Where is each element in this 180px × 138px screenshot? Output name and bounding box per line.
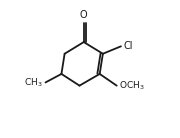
Text: O: O [80,10,87,20]
Text: OCH$_3$: OCH$_3$ [119,80,145,92]
Text: CH$_3$: CH$_3$ [24,77,43,89]
Text: Cl: Cl [124,41,133,51]
